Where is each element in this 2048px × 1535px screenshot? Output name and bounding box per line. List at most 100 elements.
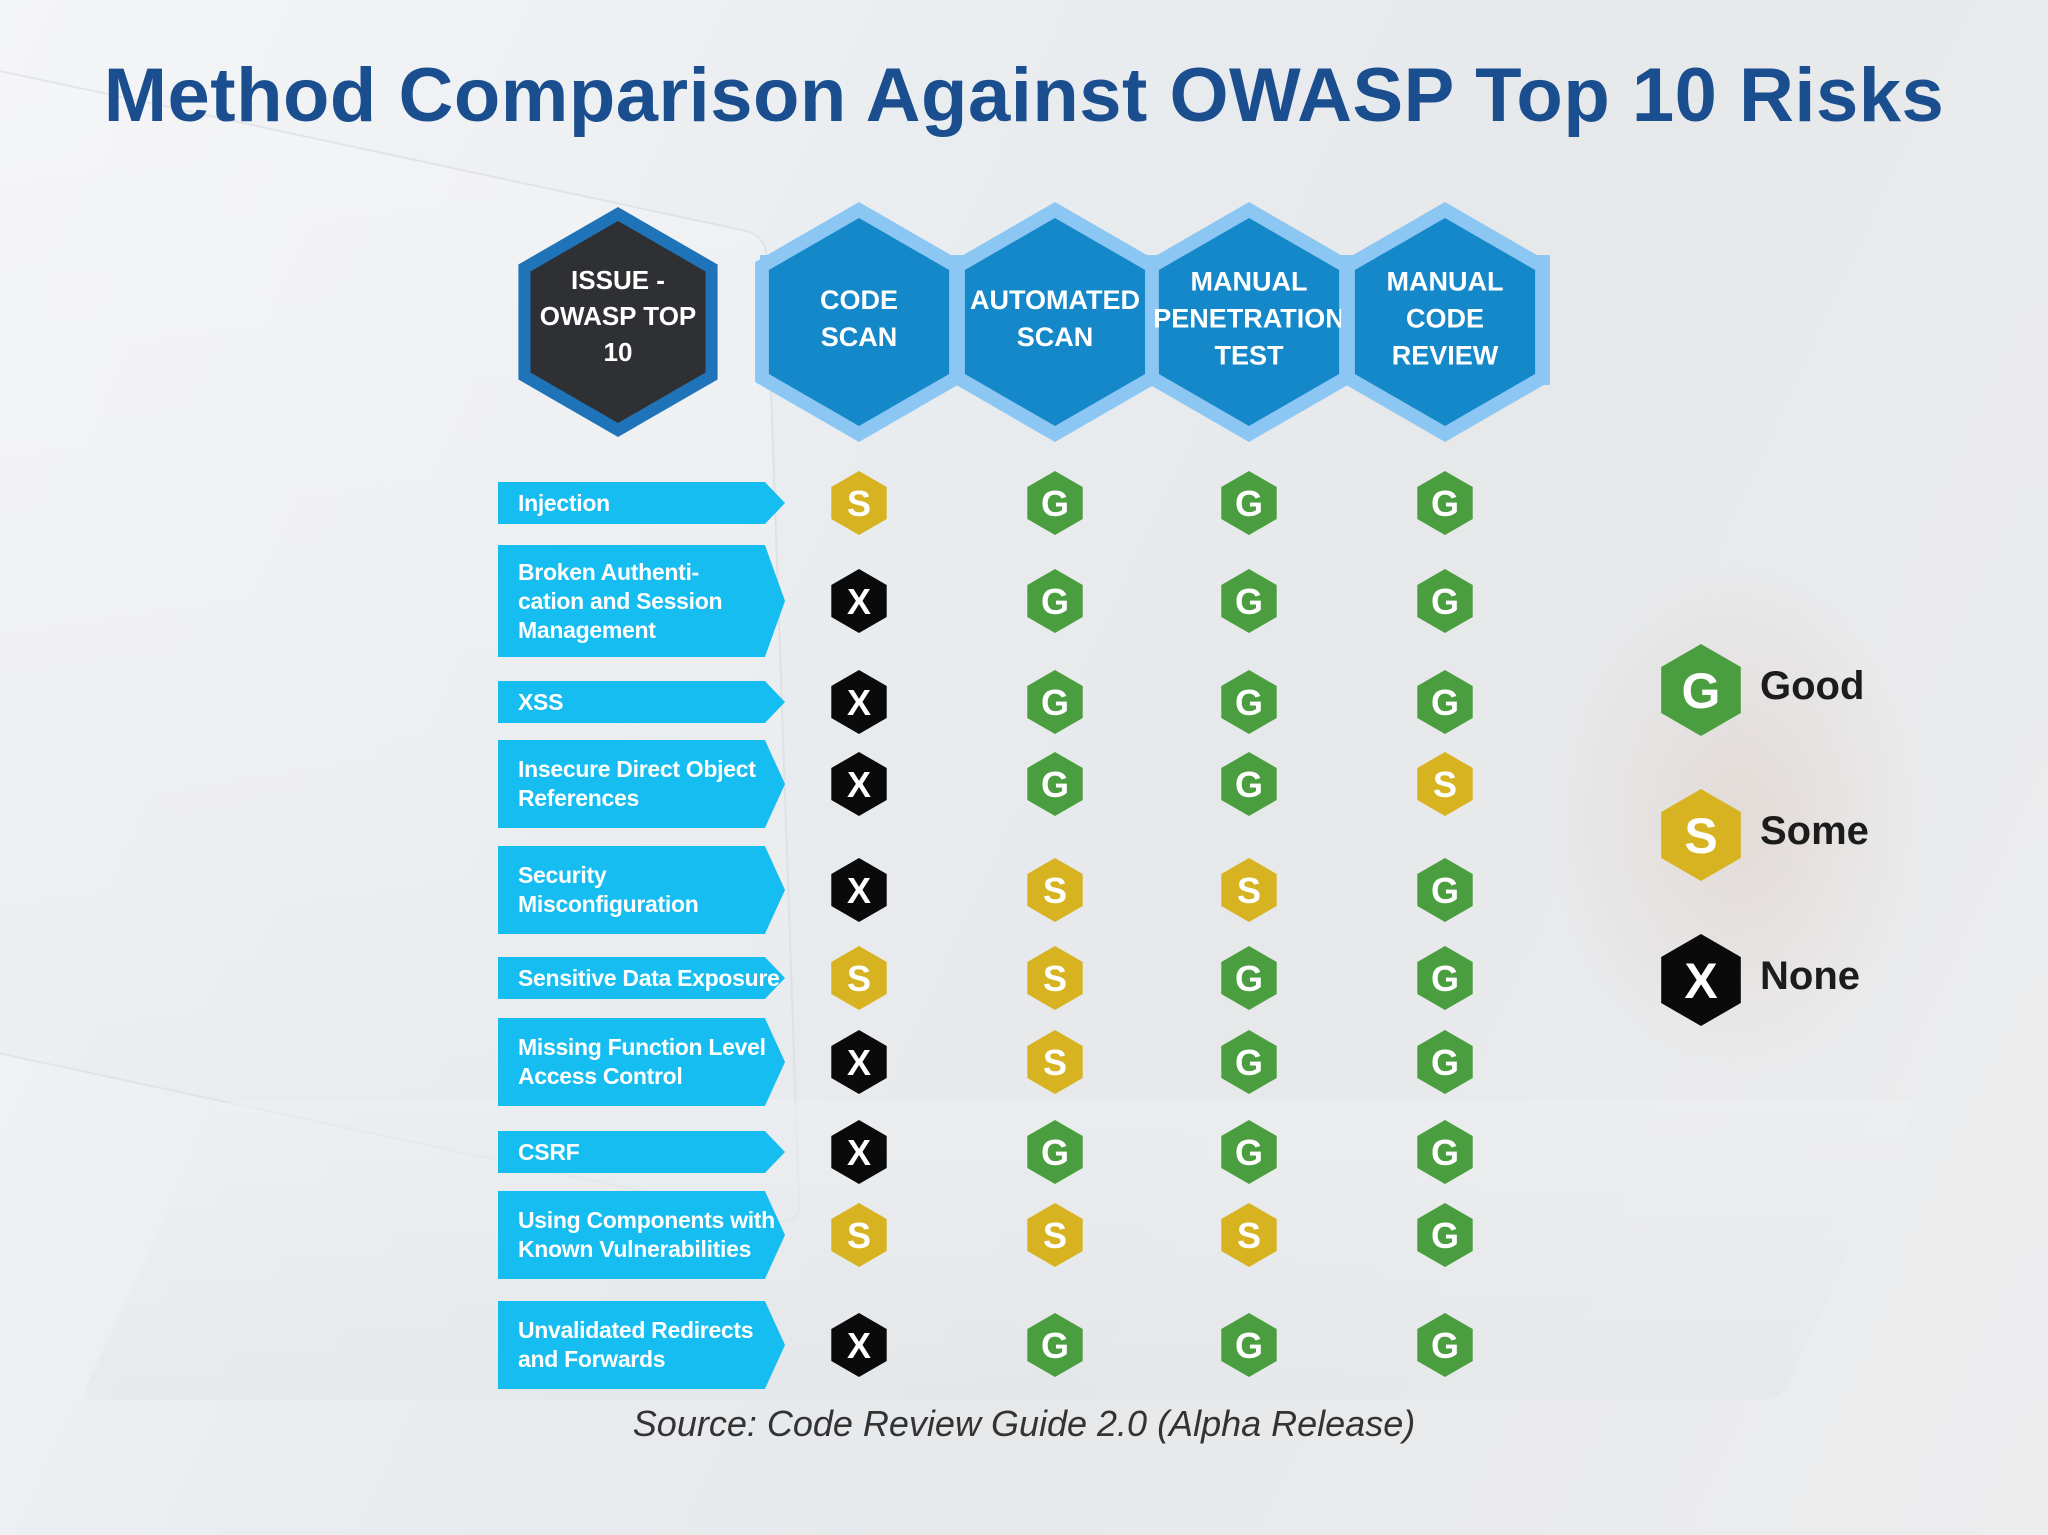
rating-badge: G: [1027, 1120, 1083, 1184]
rating-badge: S: [831, 946, 887, 1010]
rating-badge: S: [1417, 752, 1473, 816]
svg-text:G: G: [1235, 1325, 1263, 1366]
svg-text:X: X: [847, 1325, 871, 1366]
source-caption: Source: Code Review Guide 2.0 (Alpha Rel…: [632, 1403, 1416, 1444]
rating-badge: G: [1027, 569, 1083, 633]
svg-text:G: G: [1235, 581, 1263, 622]
svg-text:G: G: [1041, 1132, 1069, 1173]
rating-badge: G: [1417, 1120, 1473, 1184]
legend-badge-none: X: [1661, 934, 1741, 1026]
rating-badge: G: [1221, 946, 1277, 1010]
svg-text:G: G: [1431, 682, 1459, 723]
row-label: Injection: [498, 482, 785, 524]
svg-text:G: G: [1041, 1325, 1069, 1366]
svg-text:S: S: [847, 958, 871, 999]
column-header-text: CODE SCAN: [820, 285, 898, 352]
column-header-text: MANUAL CODE REVIEW: [1387, 266, 1504, 370]
svg-text:G: G: [1682, 663, 1721, 719]
svg-text:X: X: [847, 1132, 871, 1173]
svg-text:G: G: [1235, 764, 1263, 805]
svg-text:S: S: [1237, 1215, 1261, 1256]
svg-text:G: G: [1431, 870, 1459, 911]
svg-text:S: S: [1043, 1215, 1067, 1256]
svg-text:S: S: [1684, 808, 1717, 864]
svg-text:G: G: [1431, 958, 1459, 999]
svg-text:G: G: [1431, 1132, 1459, 1173]
legend-label: Some: [1760, 809, 1869, 853]
rating-badge: G: [1221, 1030, 1277, 1094]
row-label: Broken Authenti- cation and Session Mana…: [498, 545, 785, 657]
rating-badge: G: [1027, 670, 1083, 734]
rating-badge: G: [1417, 569, 1473, 633]
page-title: Method Comparison Against OWASP Top 10 R…: [103, 53, 1945, 138]
rating-badge: G: [1027, 1313, 1083, 1377]
rating-badge: G: [1417, 1030, 1473, 1094]
rating-badge: S: [1221, 1203, 1277, 1267]
svg-text:X: X: [1684, 953, 1717, 1009]
svg-text:S: S: [1433, 764, 1457, 805]
legend-badge-some: S: [1661, 789, 1741, 881]
corner-header: ISSUE -OWASP TOP 10: [518, 207, 718, 437]
rating-badge: G: [1027, 752, 1083, 816]
rating-badge: X: [831, 1313, 887, 1377]
column-header-code_scan: CODE SCAN: [755, 202, 963, 442]
rating-badge: S: [831, 1203, 887, 1267]
legend-label: None: [1760, 954, 1860, 998]
svg-text:G: G: [1431, 1325, 1459, 1366]
rating-badge: X: [831, 858, 887, 922]
column-header-automated_scan: AUTOMATED SCAN: [951, 202, 1159, 442]
svg-text:X: X: [847, 581, 871, 622]
corner-header-text: ISSUE -OWASP TOP 10: [540, 265, 697, 367]
legend-label: Good: [1760, 664, 1865, 708]
rating-badge: G: [1417, 1313, 1473, 1377]
rating-badge: G: [1417, 858, 1473, 922]
svg-text:S: S: [1043, 870, 1067, 911]
column-header-manual_pen_test: MANUAL PENETRATION TEST: [1145, 202, 1353, 442]
rating-badge: G: [1417, 471, 1473, 535]
row-label: Sensitive Data Exposure: [498, 957, 785, 999]
rating-badge: X: [831, 569, 887, 633]
rating-badge: G: [1221, 1313, 1277, 1377]
column-header-manual_code_review: MANUAL CODE REVIEW: [1341, 202, 1549, 442]
svg-text:X: X: [847, 682, 871, 723]
row-label: Missing Function Level Access Control: [498, 1018, 785, 1106]
svg-text:G: G: [1041, 682, 1069, 723]
rating-badge: G: [1221, 471, 1277, 535]
rating-badge: G: [1417, 670, 1473, 734]
svg-text:X: X: [847, 870, 871, 911]
svg-text:G: G: [1235, 1042, 1263, 1083]
svg-text:S: S: [1043, 958, 1067, 999]
svg-text:G: G: [1235, 958, 1263, 999]
rating-badge: X: [831, 752, 887, 816]
svg-text:G: G: [1235, 1132, 1263, 1173]
rating-badge: S: [1027, 946, 1083, 1010]
svg-text:X: X: [847, 764, 871, 805]
svg-text:G: G: [1235, 682, 1263, 723]
legend-badge-good: G: [1661, 644, 1741, 736]
rating-badge: S: [1027, 858, 1083, 922]
rating-badge: G: [1221, 670, 1277, 734]
svg-text:G: G: [1041, 483, 1069, 524]
svg-text:S: S: [847, 483, 871, 524]
rating-badge: G: [1221, 752, 1277, 816]
rating-badge: S: [1027, 1203, 1083, 1267]
svg-text:X: X: [847, 1042, 871, 1083]
svg-text:S: S: [847, 1215, 871, 1256]
rating-badge: G: [1027, 471, 1083, 535]
row-label: Using Components with Known Vulnerabilit…: [498, 1191, 785, 1279]
row-label: CSRF: [498, 1131, 785, 1173]
svg-text:G: G: [1431, 483, 1459, 524]
rating-badge: G: [1221, 569, 1277, 633]
rating-badge: G: [1417, 1203, 1473, 1267]
row-label: Unvalidated Redirects and Forwards: [498, 1301, 785, 1389]
column-header-text: AUTOMATED SCAN: [970, 285, 1140, 352]
rating-badge: G: [1417, 946, 1473, 1010]
row-label: Security Misconfiguration: [498, 846, 785, 934]
svg-text:S: S: [1237, 870, 1261, 911]
svg-text:G: G: [1431, 581, 1459, 622]
svg-text:G: G: [1431, 1215, 1459, 1256]
rating-badge: S: [1027, 1030, 1083, 1094]
row-label: XSS: [498, 681, 785, 723]
svg-text:G: G: [1041, 581, 1069, 622]
